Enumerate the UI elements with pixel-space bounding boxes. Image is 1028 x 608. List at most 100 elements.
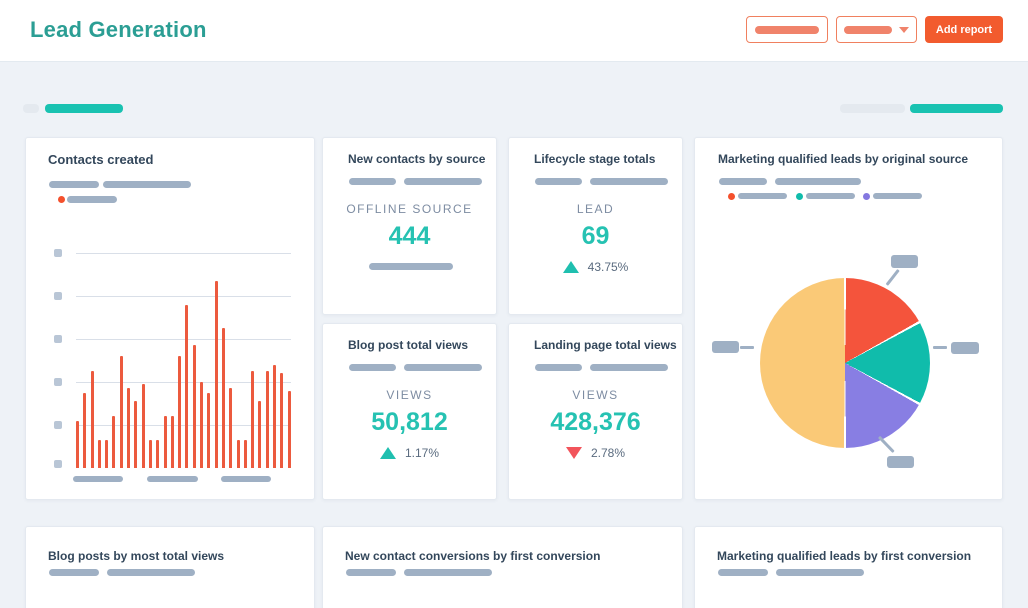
card-landing-page-total-views: Landing page total views VIEWS 428,376 2… xyxy=(508,323,683,500)
toolbar-placeholder-gray xyxy=(840,104,905,113)
card-new-contacts-by-source: New contacts by source OFFLINE SOURCE 44… xyxy=(322,137,497,315)
metric-label: OFFLINE SOURCE xyxy=(346,202,473,216)
pie-label-connector xyxy=(885,268,900,286)
x-tick-placeholder xyxy=(73,476,123,482)
bar-chart xyxy=(54,249,291,468)
placeholder-bar xyxy=(49,569,99,576)
y-tick-placeholder xyxy=(54,460,62,468)
bar xyxy=(163,416,167,468)
bar xyxy=(258,401,262,468)
bar-chart-bars xyxy=(76,253,291,468)
header-dropdown-button[interactable] xyxy=(836,16,917,43)
delta-up-icon xyxy=(562,261,579,273)
header-filter-button-1[interactable] xyxy=(746,16,828,43)
placeholder-bar xyxy=(349,178,396,185)
card-new-contact-conversions: New contact conversions by first convers… xyxy=(322,526,683,608)
metric-value: 444 xyxy=(388,222,431,250)
card-title: Landing page total views xyxy=(534,338,677,352)
metric-delta: 1.17% xyxy=(323,446,496,460)
card-mql-by-original-source: Marketing qualified leads by original so… xyxy=(694,137,1003,500)
card-title: Lifecycle stage totals xyxy=(534,152,656,166)
y-tick-placeholder xyxy=(54,421,62,429)
gridline xyxy=(76,253,291,254)
card-title: Marketing qualified leads by original so… xyxy=(718,152,969,166)
card-title: New contacts by source xyxy=(348,152,486,166)
placeholder-bar xyxy=(369,263,453,270)
pie-label-placeholder xyxy=(951,342,979,354)
bar xyxy=(105,440,109,468)
button-placeholder-bar xyxy=(755,25,819,34)
bar xyxy=(243,440,247,468)
legend-placeholder-bar xyxy=(873,193,922,199)
legend-placeholder-bar xyxy=(67,196,117,203)
placeholder-bar xyxy=(404,569,492,576)
toolbar-placeholder-teal xyxy=(910,104,1003,113)
metric-label: VIEWS xyxy=(572,388,619,402)
card-title: Blog posts by most total views xyxy=(48,549,225,563)
card-title: Blog post total views xyxy=(348,338,469,352)
bar xyxy=(127,388,131,468)
bar xyxy=(148,440,152,468)
pie-label-connector xyxy=(740,346,754,349)
bar xyxy=(119,356,123,468)
card-title: New contact conversions by first convers… xyxy=(345,549,601,563)
bar xyxy=(76,420,79,468)
gridline xyxy=(76,339,291,340)
y-tick-placeholder xyxy=(54,378,62,386)
bar xyxy=(97,440,101,468)
pie-legend-dot xyxy=(796,193,803,200)
y-tick-placeholder xyxy=(54,249,62,257)
pie-label-connector xyxy=(878,435,895,453)
placeholder-bar xyxy=(103,181,191,188)
metric-label: LEAD xyxy=(576,202,615,216)
placeholder-bar xyxy=(346,569,396,576)
metric-value: 50,812 xyxy=(371,408,448,436)
placeholder-bar xyxy=(718,569,768,576)
pie-label-placeholder xyxy=(891,255,918,268)
delta-value: 2.78% xyxy=(590,446,626,460)
placeholder-bar xyxy=(775,178,861,185)
placeholder-bar xyxy=(535,364,582,371)
gridline xyxy=(76,296,291,297)
card-lifecycle-stage-totals: Lifecycle stage totals LEAD 69 43.75% xyxy=(508,137,683,315)
bar xyxy=(141,384,145,468)
placeholder-bar xyxy=(49,181,99,188)
placeholder-bar xyxy=(590,178,668,185)
card-contacts-created: Contacts created xyxy=(25,137,315,500)
chevron-down-icon xyxy=(899,26,909,33)
pie-legend-dot xyxy=(728,193,735,200)
bar xyxy=(265,371,269,468)
metric-label: VIEWS xyxy=(386,388,433,402)
card-title: Contacts created xyxy=(48,152,154,167)
bar xyxy=(214,280,218,468)
pie-label-connector xyxy=(933,346,947,349)
toolbar-placeholder-teal xyxy=(45,104,123,113)
add-report-button[interactable]: Add report xyxy=(925,16,1003,43)
delta-value: 43.75% xyxy=(587,260,629,274)
placeholder-bar xyxy=(776,569,864,576)
toolbar-placeholder-gray xyxy=(23,104,39,113)
bar xyxy=(185,304,189,468)
bar xyxy=(192,345,196,468)
card-blog-post-total-views: Blog post total views VIEWS 50,812 1.17% xyxy=(322,323,497,500)
bar xyxy=(251,371,255,468)
placeholder-bar xyxy=(349,364,396,371)
gridline xyxy=(76,425,291,426)
bar xyxy=(229,388,233,468)
pie-chart xyxy=(760,278,930,448)
bar xyxy=(156,440,160,468)
placeholder-bar xyxy=(404,364,482,371)
pie-legend-dot xyxy=(863,193,870,200)
button-placeholder-bar xyxy=(844,25,892,34)
y-tick-placeholder xyxy=(54,292,62,300)
bar xyxy=(273,364,277,468)
placeholder-bar xyxy=(535,178,582,185)
legend-placeholder-bar xyxy=(738,193,787,199)
bar xyxy=(287,390,291,468)
bar xyxy=(178,356,182,468)
bar xyxy=(200,382,204,468)
card-title: Marketing qualified leads by first conve… xyxy=(717,549,972,563)
bar xyxy=(170,416,174,468)
legend-placeholder-bar xyxy=(806,193,855,199)
metric-delta: 2.78% xyxy=(509,446,682,460)
